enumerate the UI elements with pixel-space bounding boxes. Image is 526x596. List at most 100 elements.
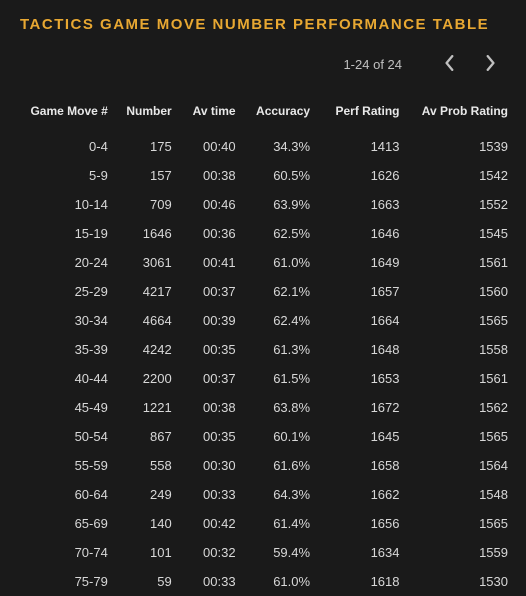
cell-prob: 1558	[404, 335, 511, 364]
cell-move: 75-79	[16, 567, 112, 596]
cell-number: 101	[112, 538, 176, 567]
cell-move: 50-54	[16, 422, 112, 451]
table-row: 10-1470900:4663.9%16631552	[16, 190, 510, 219]
cell-accuracy: 60.1%	[240, 422, 315, 451]
cell-avtime: 00:38	[176, 393, 240, 422]
cell-avtime: 00:46	[176, 190, 240, 219]
cell-prob: 1559	[404, 538, 511, 567]
col-header-move: Game Move #	[16, 92, 112, 132]
cell-number: 867	[112, 422, 176, 451]
col-header-number: Number	[112, 92, 176, 132]
prev-page-button[interactable]	[430, 51, 470, 78]
table-row: 20-24306100:4161.0%16491561	[16, 248, 510, 277]
cell-accuracy: 62.5%	[240, 219, 315, 248]
cell-number: 1646	[112, 219, 176, 248]
cell-accuracy: 61.0%	[240, 248, 315, 277]
col-header-avtime: Av time	[176, 92, 240, 132]
cell-prob: 1539	[404, 132, 511, 161]
cell-number: 3061	[112, 248, 176, 277]
cell-perf: 1648	[314, 335, 403, 364]
cell-move: 0-4	[16, 132, 112, 161]
cell-avtime: 00:32	[176, 538, 240, 567]
col-header-perf: Perf Rating	[314, 92, 403, 132]
cell-prob: 1530	[404, 567, 511, 596]
cell-accuracy: 61.3%	[240, 335, 315, 364]
cell-prob: 1565	[404, 422, 511, 451]
cell-number: 175	[112, 132, 176, 161]
cell-accuracy: 62.4%	[240, 306, 315, 335]
cell-perf: 1413	[314, 132, 403, 161]
table-row: 70-7410100:3259.4%16341559	[16, 538, 510, 567]
cell-perf: 1656	[314, 509, 403, 538]
cell-avtime: 00:35	[176, 422, 240, 451]
cell-avtime: 00:39	[176, 306, 240, 335]
cell-accuracy: 63.8%	[240, 393, 315, 422]
cell-prob: 1552	[404, 190, 511, 219]
cell-avtime: 00:37	[176, 277, 240, 306]
col-header-accuracy: Accuracy	[240, 92, 315, 132]
cell-move: 55-59	[16, 451, 112, 480]
cell-perf: 1664	[314, 306, 403, 335]
cell-number: 157	[112, 161, 176, 190]
next-page-button[interactable]	[470, 51, 510, 78]
cell-move: 25-29	[16, 277, 112, 306]
table-row: 30-34466400:3962.4%16641565	[16, 306, 510, 335]
table-row: 0-417500:4034.3%14131539	[16, 132, 510, 161]
cell-perf: 1649	[314, 248, 403, 277]
pagination-text: 1-24 of 24	[343, 57, 402, 72]
table-row: 35-39424200:3561.3%16481558	[16, 335, 510, 364]
cell-prob: 1565	[404, 509, 511, 538]
cell-move: 30-34	[16, 306, 112, 335]
cell-perf: 1646	[314, 219, 403, 248]
cell-perf: 1662	[314, 480, 403, 509]
table-row: 40-44220000:3761.5%16531561	[16, 364, 510, 393]
chevron-right-icon	[485, 55, 495, 74]
cell-move: 45-49	[16, 393, 112, 422]
cell-prob: 1562	[404, 393, 511, 422]
cell-accuracy: 59.4%	[240, 538, 315, 567]
cell-accuracy: 34.3%	[240, 132, 315, 161]
table-row: 15-19164600:3662.5%16461545	[16, 219, 510, 248]
cell-accuracy: 61.4%	[240, 509, 315, 538]
table-row: 50-5486700:3560.1%16451565	[16, 422, 510, 451]
table-row: 65-6914000:4261.4%16561565	[16, 509, 510, 538]
cell-avtime: 00:33	[176, 480, 240, 509]
cell-number: 709	[112, 190, 176, 219]
table-row: 55-5955800:3061.6%16581564	[16, 451, 510, 480]
cell-avtime: 00:37	[176, 364, 240, 393]
cell-perf: 1658	[314, 451, 403, 480]
cell-move: 35-39	[16, 335, 112, 364]
cell-prob: 1548	[404, 480, 511, 509]
col-header-prob: Av Prob Rating	[404, 92, 511, 132]
cell-move: 5-9	[16, 161, 112, 190]
cell-perf: 1645	[314, 422, 403, 451]
cell-accuracy: 61.0%	[240, 567, 315, 596]
cell-prob: 1564	[404, 451, 511, 480]
cell-number: 140	[112, 509, 176, 538]
cell-prob: 1560	[404, 277, 511, 306]
cell-number: 1221	[112, 393, 176, 422]
cell-move: 60-64	[16, 480, 112, 509]
cell-prob: 1545	[404, 219, 511, 248]
cell-accuracy: 63.9%	[240, 190, 315, 219]
table-row: 5-915700:3860.5%16261542	[16, 161, 510, 190]
chevron-left-icon	[445, 55, 455, 74]
cell-perf: 1657	[314, 277, 403, 306]
cell-avtime: 00:33	[176, 567, 240, 596]
cell-number: 4242	[112, 335, 176, 364]
cell-accuracy: 64.3%	[240, 480, 315, 509]
cell-avtime: 00:40	[176, 132, 240, 161]
table-row: 60-6424900:3364.3%16621548	[16, 480, 510, 509]
cell-perf: 1653	[314, 364, 403, 393]
cell-move: 20-24	[16, 248, 112, 277]
cell-prob: 1542	[404, 161, 511, 190]
cell-prob: 1561	[404, 248, 511, 277]
cell-move: 40-44	[16, 364, 112, 393]
cell-perf: 1634	[314, 538, 403, 567]
table-row: 25-29421700:3762.1%16571560	[16, 277, 510, 306]
cell-number: 4664	[112, 306, 176, 335]
table-header-row: Game Move # Number Av time Accuracy Perf…	[16, 92, 510, 132]
page-title: TACTICS GAME MOVE NUMBER PERFORMANCE TAB…	[0, 0, 526, 45]
cell-move: 65-69	[16, 509, 112, 538]
cell-number: 2200	[112, 364, 176, 393]
